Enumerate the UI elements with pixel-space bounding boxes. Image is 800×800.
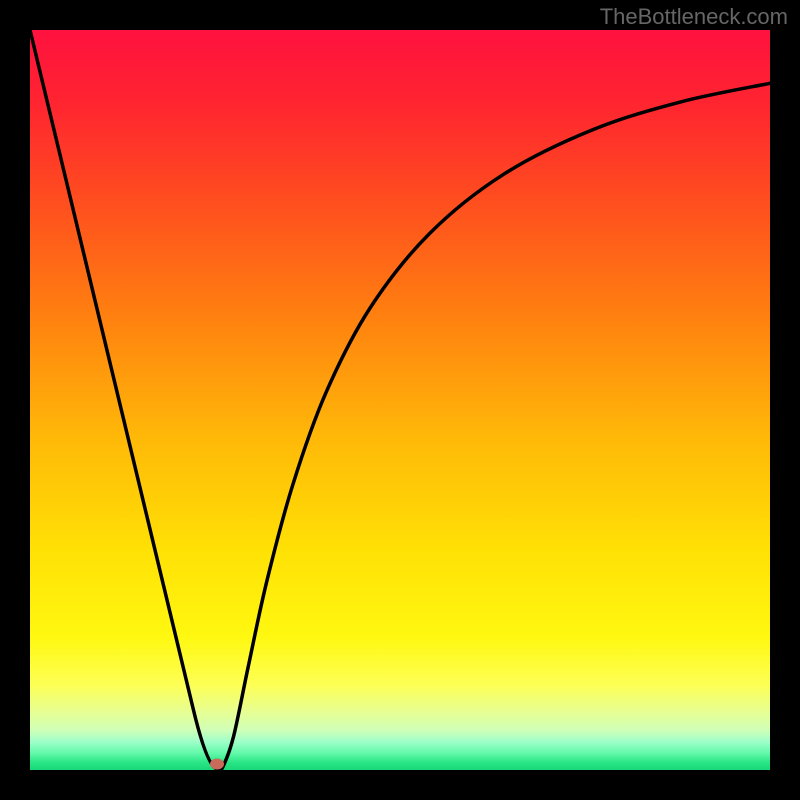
bottleneck-chart: TheBottleneck.com (0, 0, 800, 800)
watermark-text: TheBottleneck.com (600, 4, 788, 30)
bottleneck-curve (30, 30, 770, 770)
minimum-marker (210, 759, 224, 770)
plot-area (30, 30, 770, 770)
